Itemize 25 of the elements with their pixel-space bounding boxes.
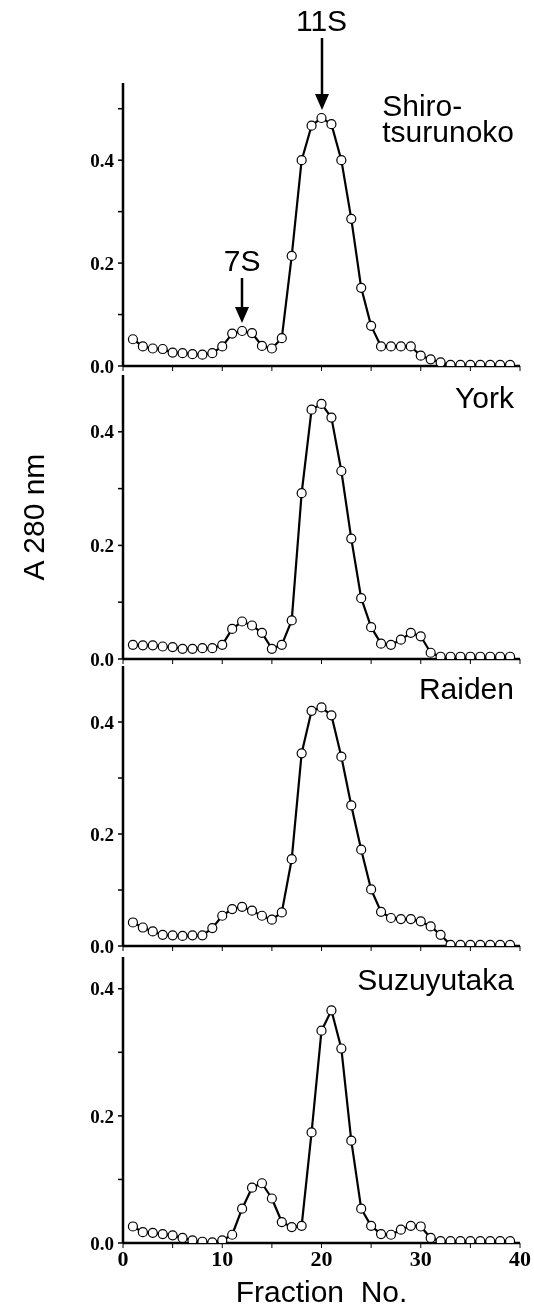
annotation: 7S <box>222 244 262 277</box>
y-tick-label: 0.2 <box>90 823 114 845</box>
y-tick-label: 0.2 <box>90 252 114 274</box>
x-tick-label: 10 <box>211 1245 234 1271</box>
x-tick-label: 0 <box>117 1245 129 1271</box>
y-tick-label: 0.2 <box>90 535 114 557</box>
x-tick-label: 20 <box>310 1245 333 1271</box>
y-tick-label: 0.4 <box>90 421 115 443</box>
x-tick-label: 40 <box>509 1245 531 1271</box>
y-tick-label: 0.0 <box>90 648 114 670</box>
y-tick-label: 0.0 <box>90 355 114 377</box>
x-tick-label: 30 <box>409 1245 432 1271</box>
series-label: Suzuyutaka <box>357 963 514 996</box>
y-tick-label: 0.0 <box>90 1232 114 1254</box>
y-tick-label: 0.4 <box>90 978 115 1000</box>
y-tick-label: 0.2 <box>90 1105 114 1127</box>
legend-label: Shiro-tsurunoko <box>382 89 514 148</box>
y-tick-label: 0.0 <box>90 935 114 957</box>
y-tick-label: 0.4 <box>90 711 115 733</box>
text: York <box>455 381 514 414</box>
text: Raiden <box>418 672 514 705</box>
x-axis-title: Fraction No. <box>234 1275 409 1309</box>
annotation: 11S <box>294 4 349 37</box>
y-axis-title: A 280 nm <box>17 452 51 583</box>
y-tick-label: 0.4 <box>90 149 115 171</box>
